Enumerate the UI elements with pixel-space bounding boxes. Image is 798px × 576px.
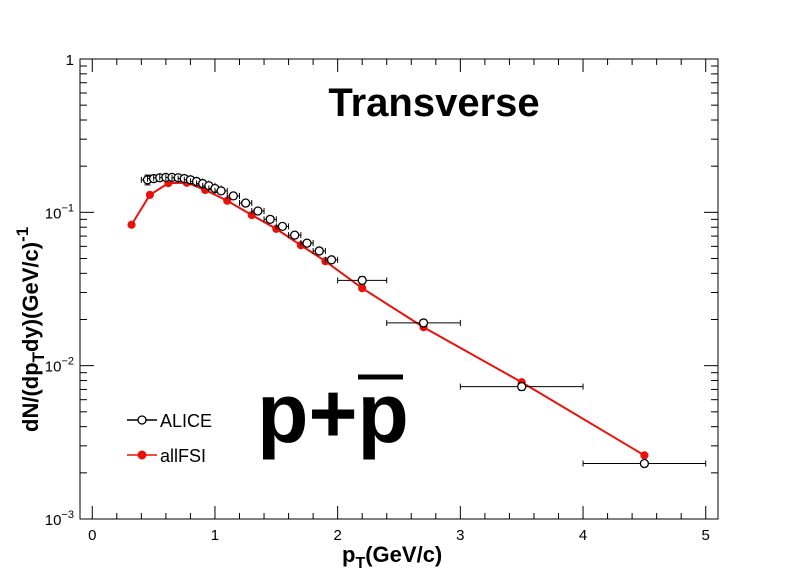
alice-point	[253, 206, 263, 216]
y-axis-title-sup: -1	[13, 227, 32, 242]
system-annotation: p+p	[257, 366, 409, 460]
x-axis-title-sub: T	[355, 555, 365, 572]
legend-alice-marker	[137, 415, 147, 425]
y-tick-label: 10−1	[45, 202, 74, 222]
allfsi-point	[358, 284, 367, 293]
alice-point	[517, 381, 527, 392]
chart-title: Transverse	[328, 81, 539, 125]
alice-point	[216, 186, 226, 196]
y-axis-title-part1: dN/(dp	[18, 362, 43, 432]
alice-point	[302, 238, 312, 248]
x-axis-title-main: p	[342, 542, 355, 567]
x-tick-label: 5	[702, 527, 710, 544]
x-axis-title-tail: (GeV/c)	[365, 542, 442, 567]
alice-point	[418, 318, 429, 328]
svg-text:dN/(dpTdy)(GeV/c)-1: dN/(dpTdy)(GeV/c)-1	[13, 227, 48, 432]
alice-point	[228, 191, 239, 201]
legend-allfsi-label: allFSI	[160, 446, 206, 466]
y-tick-label: 10−3	[45, 509, 74, 529]
alice-point	[240, 198, 251, 208]
svg-text:pT(GeV/c): pT(GeV/c)	[342, 542, 442, 572]
y-minor-ticks	[80, 65, 718, 474]
plot-frame	[79, 58, 719, 520]
x-tick-label: 3	[456, 527, 464, 544]
allfsi-point	[145, 190, 155, 199]
x-tick-label: 4	[579, 527, 587, 544]
alice-point	[357, 275, 367, 286]
alice-point	[326, 255, 337, 265]
x-ticks: 0 1 2 3 4 5	[88, 59, 710, 544]
alice-point	[639, 458, 650, 469]
y-axis-title: dN/(dpTdy)(GeV/c)-1	[13, 227, 48, 432]
alice-series	[140, 172, 707, 469]
alice-point	[277, 221, 288, 232]
x-tick-label: 0	[88, 527, 96, 544]
allfsi-point	[640, 451, 649, 460]
y-tick-label: 10−2	[45, 356, 74, 376]
allfsi-point	[127, 220, 136, 229]
alice-point	[314, 246, 324, 256]
y-major-ticks: 10−3 10−2 10−1 1	[45, 52, 718, 529]
legend-alice-label: ALICE	[160, 411, 212, 431]
y-axis-title-sub: T	[29, 351, 48, 362]
y-axis-title-part2: dy)(GeV/c)	[18, 242, 43, 352]
alice-point	[265, 214, 275, 224]
x-axis-title: pT(GeV/c)	[342, 542, 442, 572]
y-tick-label: 1	[66, 52, 74, 69]
x-tick-label: 2	[333, 527, 341, 544]
alice-point	[290, 230, 300, 240]
legend: ALICE allFSI	[127, 411, 212, 466]
legend-allfsi-marker	[137, 450, 147, 460]
x-tick-label: 1	[211, 527, 219, 544]
